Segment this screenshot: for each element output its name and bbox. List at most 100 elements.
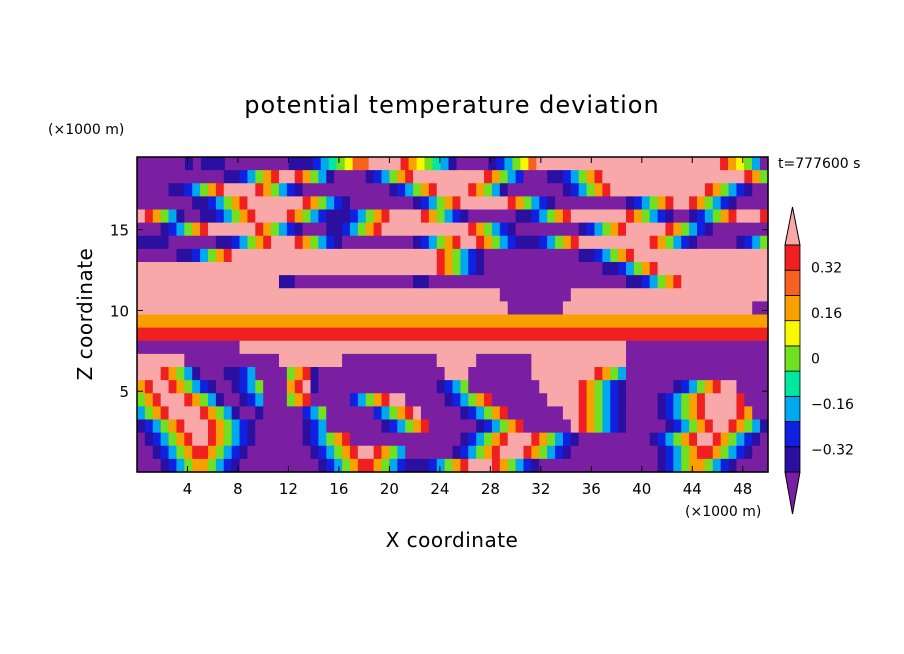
contour-cell xyxy=(176,432,185,447)
contour-cell xyxy=(491,406,501,421)
contour-cell xyxy=(507,301,564,316)
contour-cell xyxy=(744,393,769,407)
contour-cell xyxy=(278,353,343,368)
contour-cell xyxy=(357,393,367,407)
contour-cell xyxy=(720,196,730,211)
contour-cell xyxy=(137,301,509,316)
contour-cell xyxy=(531,445,540,460)
contour-cell xyxy=(326,170,335,184)
contour-cell xyxy=(405,393,446,407)
contour-cell xyxy=(176,458,185,473)
contour-cell xyxy=(436,196,446,211)
contour-cell xyxy=(689,393,698,407)
contour-cell xyxy=(547,393,580,407)
contour-cell xyxy=(373,222,383,237)
contour-cell xyxy=(405,183,414,197)
contour-cell xyxy=(152,380,170,394)
contour-cell xyxy=(137,432,146,447)
contour-cell xyxy=(736,445,745,460)
contour-cell xyxy=(420,196,430,211)
contour-cell xyxy=(520,157,529,171)
contour-cell xyxy=(499,288,572,302)
contour-cell xyxy=(760,157,769,171)
contour-cell xyxy=(539,196,548,211)
contour-cell xyxy=(452,380,461,394)
contour-cell xyxy=(336,157,346,171)
contour-cell xyxy=(697,419,706,434)
contour-cell xyxy=(207,196,217,211)
contour-cell xyxy=(626,248,635,263)
contour-cell xyxy=(681,406,690,421)
contour-cell xyxy=(641,209,651,224)
contour-cell xyxy=(397,419,406,434)
contour-cell xyxy=(389,170,398,184)
contour-cell xyxy=(192,445,209,460)
contour-cell xyxy=(460,406,469,421)
contour-cell xyxy=(373,170,383,184)
contour-cell xyxy=(223,458,233,473)
contour-cell xyxy=(720,432,730,447)
contour-cell xyxy=(420,406,461,421)
contour-cell xyxy=(555,209,564,224)
contour-cell xyxy=(223,367,241,381)
contour-cell xyxy=(144,419,154,434)
contour-cell xyxy=(255,209,288,224)
contour-cell xyxy=(405,458,430,473)
contour-cell xyxy=(752,406,769,421)
contour-cell xyxy=(460,262,469,276)
colorbar-bottom-arrow xyxy=(784,471,801,515)
contour-cell xyxy=(389,406,398,421)
contour-cell xyxy=(302,170,312,184)
contour-cell xyxy=(460,235,477,250)
contour-cell xyxy=(476,183,485,197)
contour-cell xyxy=(200,209,217,224)
contour-cell xyxy=(263,183,272,197)
contour-cell xyxy=(736,209,761,224)
contour-cell xyxy=(231,458,241,473)
contour-cell xyxy=(728,209,738,224)
contour-cell xyxy=(294,170,304,184)
contour-cell xyxy=(444,209,454,224)
contour-cell xyxy=(294,393,304,407)
contour-cell xyxy=(239,340,627,355)
contour-cell xyxy=(286,222,296,237)
contour-cell xyxy=(744,183,753,197)
contour-cell xyxy=(484,235,493,250)
contour-cell xyxy=(484,248,580,263)
contour-cell xyxy=(626,196,635,211)
contour-cell xyxy=(515,222,580,237)
x-tick-label: 24 xyxy=(430,480,449,498)
contour-cell xyxy=(484,432,493,447)
contour-cell xyxy=(602,170,745,184)
contour-cell xyxy=(712,432,722,447)
contour-cell xyxy=(736,393,745,407)
contour-cell xyxy=(200,393,209,407)
contour-cell xyxy=(610,248,619,263)
contour-cell xyxy=(302,196,312,211)
contour-cell xyxy=(428,235,438,250)
contour-cell xyxy=(152,419,162,434)
contour-cell xyxy=(720,380,738,394)
contour-cell xyxy=(192,248,201,263)
colorbar-band xyxy=(784,320,801,347)
contour-cell xyxy=(312,157,322,171)
contour-cell xyxy=(744,419,753,434)
contour-cell xyxy=(215,458,225,473)
x-tick-label: 28 xyxy=(481,480,500,498)
contour-cell xyxy=(334,196,343,211)
contour-cell xyxy=(665,222,674,237)
contour-cell xyxy=(626,262,635,276)
contour-cell xyxy=(239,196,249,211)
contour-cell xyxy=(357,445,375,460)
contour-cell xyxy=(192,222,201,237)
contour-cell xyxy=(428,183,438,197)
colorbar-band xyxy=(784,269,801,296)
contour-cell xyxy=(413,170,485,184)
contour-cell xyxy=(413,275,430,289)
contour-cell xyxy=(468,222,477,237)
contour-cell xyxy=(460,209,469,224)
contour-cell xyxy=(349,209,359,224)
contour-cell xyxy=(263,170,272,184)
contour-cell xyxy=(476,353,532,368)
contour-cell xyxy=(223,406,233,421)
